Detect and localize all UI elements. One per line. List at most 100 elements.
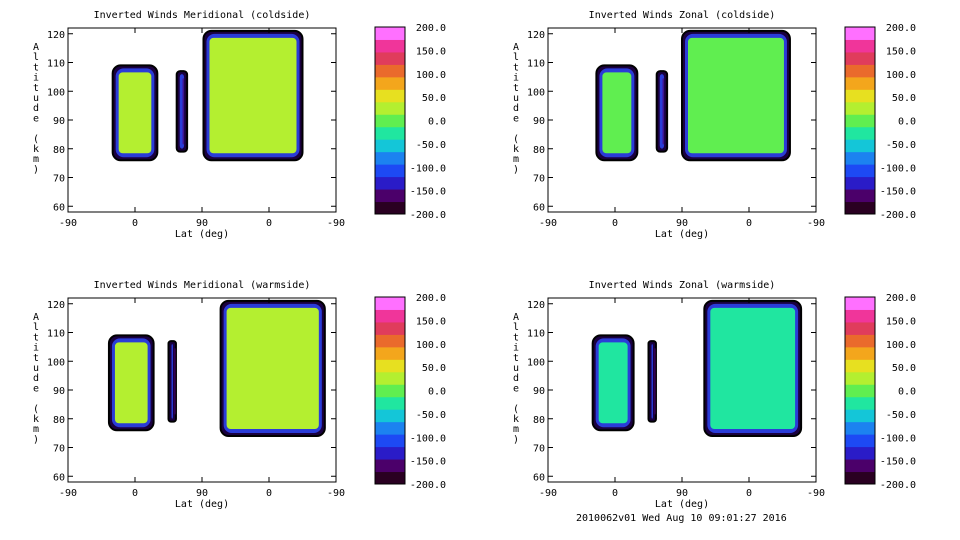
y-tick-label: 120	[47, 300, 65, 311]
wind-region-core	[598, 342, 628, 424]
y-tick-label: 70	[53, 174, 65, 185]
x-tick-label: -90	[59, 488, 77, 499]
wind-region-core	[688, 37, 784, 154]
y-tick-label: 110	[527, 329, 545, 340]
wind-region-core	[114, 342, 148, 424]
x-tick-label: 0	[746, 488, 752, 499]
x-tick-label: 90	[196, 488, 208, 499]
colorbar-tick-label: -100.0	[410, 433, 446, 444]
x-axis-label: Lat (deg)	[655, 499, 709, 510]
colorbar-tick-label: 150.0	[416, 46, 446, 57]
colorbar-frame	[844, 296, 876, 485]
colorbar-swatch	[845, 139, 875, 153]
x-tick-label: -90	[539, 488, 557, 499]
panel-4: Inverted Winds Zonal (warmside) A l t i t u d e …	[513, 280, 916, 510]
colorbar-tick-label: -50.0	[416, 140, 446, 151]
x-tick-label: 0	[612, 488, 618, 499]
colorbar-tick-label: 100.0	[886, 340, 916, 351]
x-tick-label: -90	[807, 488, 825, 499]
colorbar-swatch	[845, 64, 875, 78]
y-tick-label: 110	[527, 59, 545, 70]
colorbar-swatch	[375, 471, 405, 485]
colorbar-tick-label: 50.0	[422, 93, 446, 104]
y-tick-label: 80	[533, 415, 545, 426]
x-tick-label: -90	[327, 218, 345, 229]
colorbar-swatch	[845, 384, 875, 398]
wind-region-core	[602, 72, 632, 154]
colorbar-tick-label: 100.0	[886, 70, 916, 81]
y-tick-label: 70	[53, 444, 65, 455]
colorbar-tick-label: 200.0	[416, 23, 446, 34]
colorbar-swatch	[375, 39, 405, 53]
wind-region-core	[182, 78, 184, 145]
y-tick-label: 60	[533, 472, 545, 483]
wind-region-core	[226, 307, 319, 429]
colorbar-tick-label: 0.0	[898, 387, 916, 398]
colorbar-swatch	[845, 27, 875, 40]
colorbar-swatch	[375, 321, 405, 335]
chart-title: Inverted Winds Zonal (warmside)	[589, 280, 776, 291]
colorbar: 200.0 150.0 100.0 50.0 0.0 -50.0 -100.0 -150.0 -…	[844, 23, 916, 221]
chart-title: Inverted Winds Zonal (coldside)	[589, 10, 776, 21]
panel-1: Inverted Winds Meridional (coldside) A l t i…	[33, 10, 446, 240]
wind-region-rim	[651, 344, 653, 419]
colorbar-tick-label: 150.0	[416, 316, 446, 327]
x-tick-label: -90	[539, 218, 557, 229]
colorbar-swatch	[375, 51, 405, 65]
colorbar-swatch	[845, 189, 875, 203]
wind-region-core	[118, 72, 152, 154]
colorbar-swatch	[845, 309, 875, 323]
colorbar-swatch	[845, 51, 875, 65]
colorbar-swatch	[845, 359, 875, 373]
colorbar-swatch	[845, 459, 875, 473]
colorbar-tick-label: -200.0	[410, 480, 446, 491]
y-tick-label: 60	[53, 472, 65, 483]
colorbar-frame	[374, 26, 406, 215]
colorbar-swatch	[845, 346, 875, 360]
y-tick-label: 60	[533, 202, 545, 213]
colorbar-tick-label: 200.0	[886, 23, 916, 34]
colorbar-swatch	[375, 446, 405, 460]
colorbar-swatch	[375, 384, 405, 398]
y-tick-label: 100	[47, 87, 65, 98]
colorbar-swatch	[845, 371, 875, 385]
colorbar-tick-label: 0.0	[898, 117, 916, 128]
x-tick-label: 90	[676, 218, 688, 229]
x-tick-label: 0	[132, 488, 138, 499]
wind-region-core	[174, 348, 176, 415]
colorbar-tick-label: 150.0	[886, 46, 916, 57]
colorbar-tick-label: 50.0	[892, 363, 916, 374]
colorbar-swatch	[845, 421, 875, 435]
y-tick-label: 70	[533, 444, 545, 455]
wind-region-core	[209, 37, 297, 154]
y-tick-label: 80	[53, 415, 65, 426]
colorbar-swatch	[375, 434, 405, 448]
colorbar-tick-label: 0.0	[428, 387, 446, 398]
colorbar-swatch	[845, 176, 875, 190]
y-tick-label: 110	[47, 329, 65, 340]
colorbar-tick-label: -150.0	[410, 457, 446, 468]
y-tick-label: 120	[527, 30, 545, 41]
colorbar-frame	[844, 26, 876, 215]
footer-timestamp: 2010062v01 Wed Aug 10 09:01:27 2016	[576, 513, 787, 524]
colorbar-swatch	[375, 421, 405, 435]
colorbar-swatch	[845, 151, 875, 165]
y-tick-label: 80	[533, 145, 545, 156]
y-tick-label: 100	[527, 87, 545, 98]
y-tick-label: 90	[53, 386, 65, 397]
y-tick-label: 110	[47, 59, 65, 70]
colorbar-swatch	[375, 371, 405, 385]
colorbar-tick-label: 200.0	[886, 293, 916, 304]
colorbar-swatch	[375, 359, 405, 373]
colorbar-tick-label: 150.0	[886, 316, 916, 327]
x-axis-label: Lat (deg)	[655, 229, 709, 240]
colorbar-swatch	[845, 114, 875, 128]
colorbar-tick-label: -100.0	[880, 433, 916, 444]
colorbar-swatch	[845, 409, 875, 423]
colorbar-swatch	[375, 89, 405, 103]
colorbar-tick-label: -100.0	[410, 163, 446, 174]
colorbar-frame	[374, 296, 406, 485]
y-tick-label: 120	[47, 30, 65, 41]
